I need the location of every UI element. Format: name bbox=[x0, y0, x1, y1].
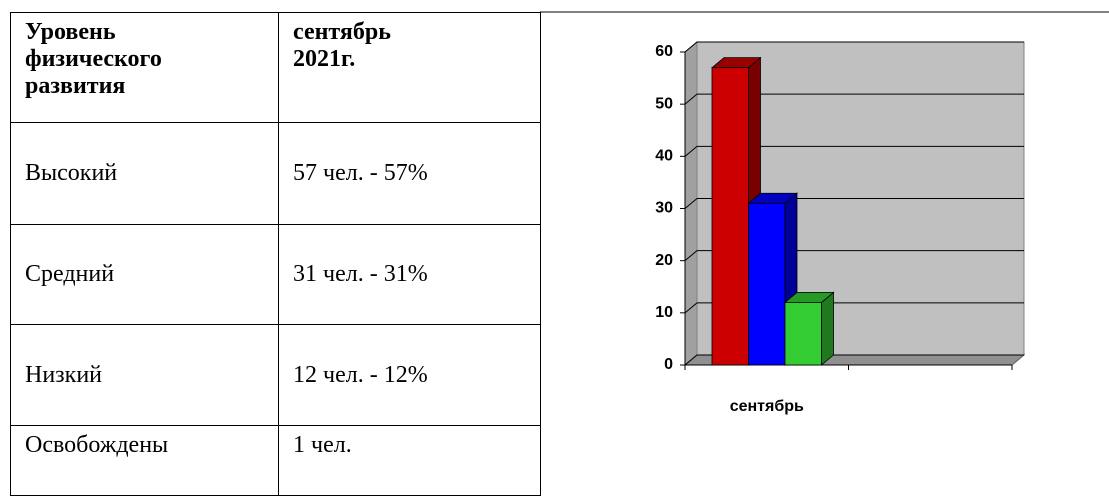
grid-line bbox=[684, 145, 1024, 157]
cell: 31 чел. - 31% bbox=[278, 224, 541, 325]
bar-side bbox=[821, 291, 834, 366]
grid-line bbox=[684, 41, 1024, 53]
x-tick-label: сентябрь bbox=[730, 398, 804, 415]
cell: Высокий bbox=[10, 122, 279, 225]
bar bbox=[711, 67, 749, 366]
cell: 12 чел. - 12% bbox=[278, 324, 541, 426]
cell: 57 чел. - 57% bbox=[278, 122, 541, 225]
header-text: Уровень физического развития bbox=[25, 19, 162, 99]
y-tick-label: 0 bbox=[664, 356, 673, 373]
table: Уровень физического развития сентябрь 20… bbox=[10, 12, 541, 496]
cell: Средний bbox=[10, 224, 279, 325]
bar bbox=[784, 301, 822, 366]
y-tick-label: 40 bbox=[655, 148, 673, 165]
grid-line bbox=[684, 250, 1024, 262]
y-tick-label: 30 bbox=[655, 200, 673, 217]
y-tick-label: 50 bbox=[655, 95, 673, 112]
y-tick-label: 20 bbox=[655, 252, 673, 269]
grid-line bbox=[684, 354, 1024, 366]
grid-line bbox=[684, 198, 1024, 209]
header-text: сентябрь 2021г. bbox=[293, 19, 391, 72]
y-tick-label: 10 bbox=[655, 304, 673, 321]
header-cell: Уровень физического развития bbox=[10, 12, 279, 123]
header-cell: сентябрь 2021г. bbox=[278, 12, 541, 123]
grid-line bbox=[684, 302, 1024, 314]
cell: Низкий bbox=[10, 324, 279, 426]
bar bbox=[748, 202, 786, 366]
cell: Освобождены bbox=[10, 425, 279, 496]
y-tick-label: 60 bbox=[655, 43, 673, 60]
cell: 1 чел. bbox=[278, 425, 541, 496]
grid-line bbox=[684, 93, 1024, 105]
